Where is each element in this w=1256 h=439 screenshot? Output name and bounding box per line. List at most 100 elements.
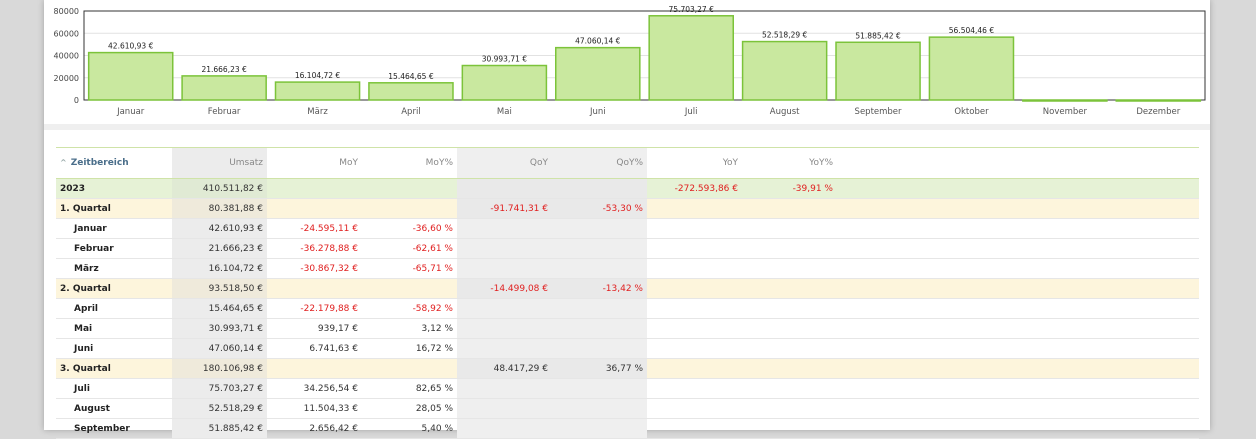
revenue-chart-panel: 0 20000 40000 60000 80000 42.610,93 € Januar 21… — [44, 0, 1210, 124]
column-header-label: Zeitbereich — [70, 158, 129, 168]
cell-filler — [837, 418, 1199, 439]
x-tick-label: September — [855, 107, 902, 117]
cell-umsatz: 180.106,98 € — [172, 358, 267, 379]
cell-qoy — [457, 318, 552, 339]
data-label: 75.703,27 € — [669, 5, 715, 14]
cell-umsatz: 52.518,29 € — [172, 398, 267, 419]
table-row-month[interactable]: Juli 75.703,27 €34.256,54 €82,65 % — [56, 378, 1199, 399]
revenue-bar-chart: 0 20000 40000 60000 80000 42.610,93 € Januar 21… — [54, 5, 1206, 117]
cell-yoy — [647, 318, 742, 339]
cell-yoy-pct — [742, 218, 837, 239]
table-row-month[interactable]: September 51.885,42 €2.656,42 €5,40 % — [56, 418, 1199, 439]
table-row-month[interactable]: August 52.518,29 €11.504,33 €28,05 % — [56, 398, 1199, 419]
cell-yoy-pct: -39,91 % — [742, 178, 837, 199]
table-row-quarter[interactable]: 1. Quartal 80.381,88 € -91.741,31 € -53,30 … — [56, 198, 1199, 219]
data-label: 30.993,71 € — [482, 55, 528, 64]
revenue-table: ^ Zeitbereich Umsatz MoY MoY% QoY QoY% Yo… — [56, 147, 1199, 439]
cell-filler — [837, 258, 1199, 279]
cell-qoy-pct — [552, 398, 647, 419]
column-header-yoy-pct[interactable]: YoY% — [742, 147, 837, 179]
cell-moy: 939,17 € — [267, 318, 362, 339]
column-header-yoy[interactable]: YoY — [647, 147, 742, 179]
cell-yoy-pct — [742, 398, 837, 419]
data-label: 15.464,65 € — [388, 72, 434, 81]
data-label: 21.666,23 € — [201, 65, 247, 74]
column-header-umsatz[interactable]: Umsatz — [172, 147, 267, 179]
cell-filler — [837, 318, 1199, 339]
cell-filler — [837, 398, 1199, 419]
cell-yoy — [647, 278, 742, 299]
cell-zeitbereich: 2023 — [56, 178, 172, 199]
cell-qoy-pct — [552, 378, 647, 399]
table-row-year[interactable]: 2023 410.511,82 € -272.593,86 € -39,91 % — [56, 178, 1199, 199]
cell-qoy-pct — [552, 238, 647, 259]
data-label: 51.885,42 € — [855, 31, 901, 40]
cell-moy-pct: -58,92 % — [362, 298, 457, 319]
column-header-moy[interactable]: MoY — [267, 147, 362, 179]
cell-qoy — [457, 238, 552, 259]
cell-filler — [837, 238, 1199, 259]
y-tick-label: 60000 — [54, 29, 79, 38]
cell-filler — [837, 178, 1199, 199]
table-row-month[interactable]: Juni 47.060,14 €6.741,63 €16,72 % — [56, 338, 1199, 359]
plot-frame — [83, 10, 1206, 101]
cell-umsatz: 93.518,50 € — [172, 278, 267, 299]
x-tick-label: August — [770, 107, 800, 117]
cell-qoy — [457, 218, 552, 239]
table-row-quarter[interactable]: 3. Quartal 180.106,98 € 48.417,29 €36,77 % — [56, 358, 1199, 379]
bar — [648, 15, 734, 101]
table-row-month[interactable]: Februar 21.666,23 € -36.278,88 € -62,61 % — [56, 238, 1199, 259]
x-tick-label: Februar — [208, 107, 241, 117]
report-frame: 0 20000 40000 60000 80000 42.610,93 € Januar 21… — [44, 0, 1210, 439]
cell-moy-pct: 28,05 % — [362, 398, 457, 419]
bar — [741, 40, 828, 101]
cell-yoy — [647, 198, 742, 219]
table-row-month[interactable]: Mai 30.993,71 €939,17 €3,12 % — [56, 318, 1199, 339]
cell-yoy-pct — [742, 358, 837, 379]
bar — [461, 64, 548, 101]
table-header-row: ^ Zeitbereich Umsatz MoY MoY% QoY QoY% Yo… — [56, 147, 1199, 179]
cell-zeitbereich: März — [56, 258, 172, 279]
bar — [928, 36, 1015, 101]
cell-umsatz: 47.060,14 € — [172, 338, 267, 359]
bar — [1022, 99, 1108, 102]
x-tick-label: März — [307, 107, 328, 117]
cell-umsatz: 30.993,71 € — [172, 318, 267, 339]
sort-asc-icon[interactable]: ^ — [60, 158, 67, 167]
cell-qoy — [457, 418, 552, 439]
bar — [274, 81, 361, 101]
cell-yoy — [647, 298, 742, 319]
column-header-qoy-pct[interactable]: QoY% — [552, 147, 647, 179]
cell-yoy-pct — [742, 378, 837, 399]
table-row-month[interactable]: April 15.464,65 € -22.179,88 € -58,92 % — [56, 298, 1199, 319]
cell-filler — [837, 298, 1199, 319]
cell-yoy-pct — [742, 338, 837, 359]
cell-qoy-pct — [552, 178, 647, 199]
table-row-month[interactable]: Januar 42.610,93 € -24.595,11 € -36,60 % — [56, 218, 1199, 239]
cell-qoy — [457, 338, 552, 359]
column-header-qoy[interactable]: QoY — [457, 147, 552, 179]
column-header-filler — [837, 147, 1199, 179]
cell-qoy-pct — [552, 218, 647, 239]
table-row-quarter[interactable]: 2. Quartal 93.518,50 € -14.499,08 € -13,42 … — [56, 278, 1199, 299]
cell-qoy — [457, 298, 552, 319]
cell-zeitbereich: Januar — [56, 218, 172, 239]
cell-zeitbereich: Mai — [56, 318, 172, 339]
cell-moy: 34.256,54 € — [267, 378, 362, 399]
table-body: 2023 410.511,82 € -272.593,86 € -39,91 % 1. … — [56, 178, 1199, 439]
column-header-moy-pct[interactable]: MoY% — [362, 147, 457, 179]
cell-umsatz: 16.104,72 € — [172, 258, 267, 279]
column-header-zeitbereich[interactable]: ^ Zeitbereich — [56, 147, 172, 179]
cell-yoy — [647, 258, 742, 279]
cell-moy-pct: -62,61 % — [362, 238, 457, 259]
cell-qoy-pct — [552, 298, 647, 319]
cell-umsatz: 75.703,27 € — [172, 378, 267, 399]
cell-moy: 11.504,33 € — [267, 398, 362, 419]
cell-moy-pct: 16,72 % — [362, 338, 457, 359]
table-row-month[interactable]: März 16.104,72 € -30.867,32 € -65,71 % — [56, 258, 1199, 279]
cell-qoy-pct — [552, 318, 647, 339]
cell-qoy-pct — [552, 258, 647, 279]
cell-yoy — [647, 218, 742, 239]
cell-moy — [267, 178, 362, 199]
cell-moy-pct — [362, 278, 457, 299]
